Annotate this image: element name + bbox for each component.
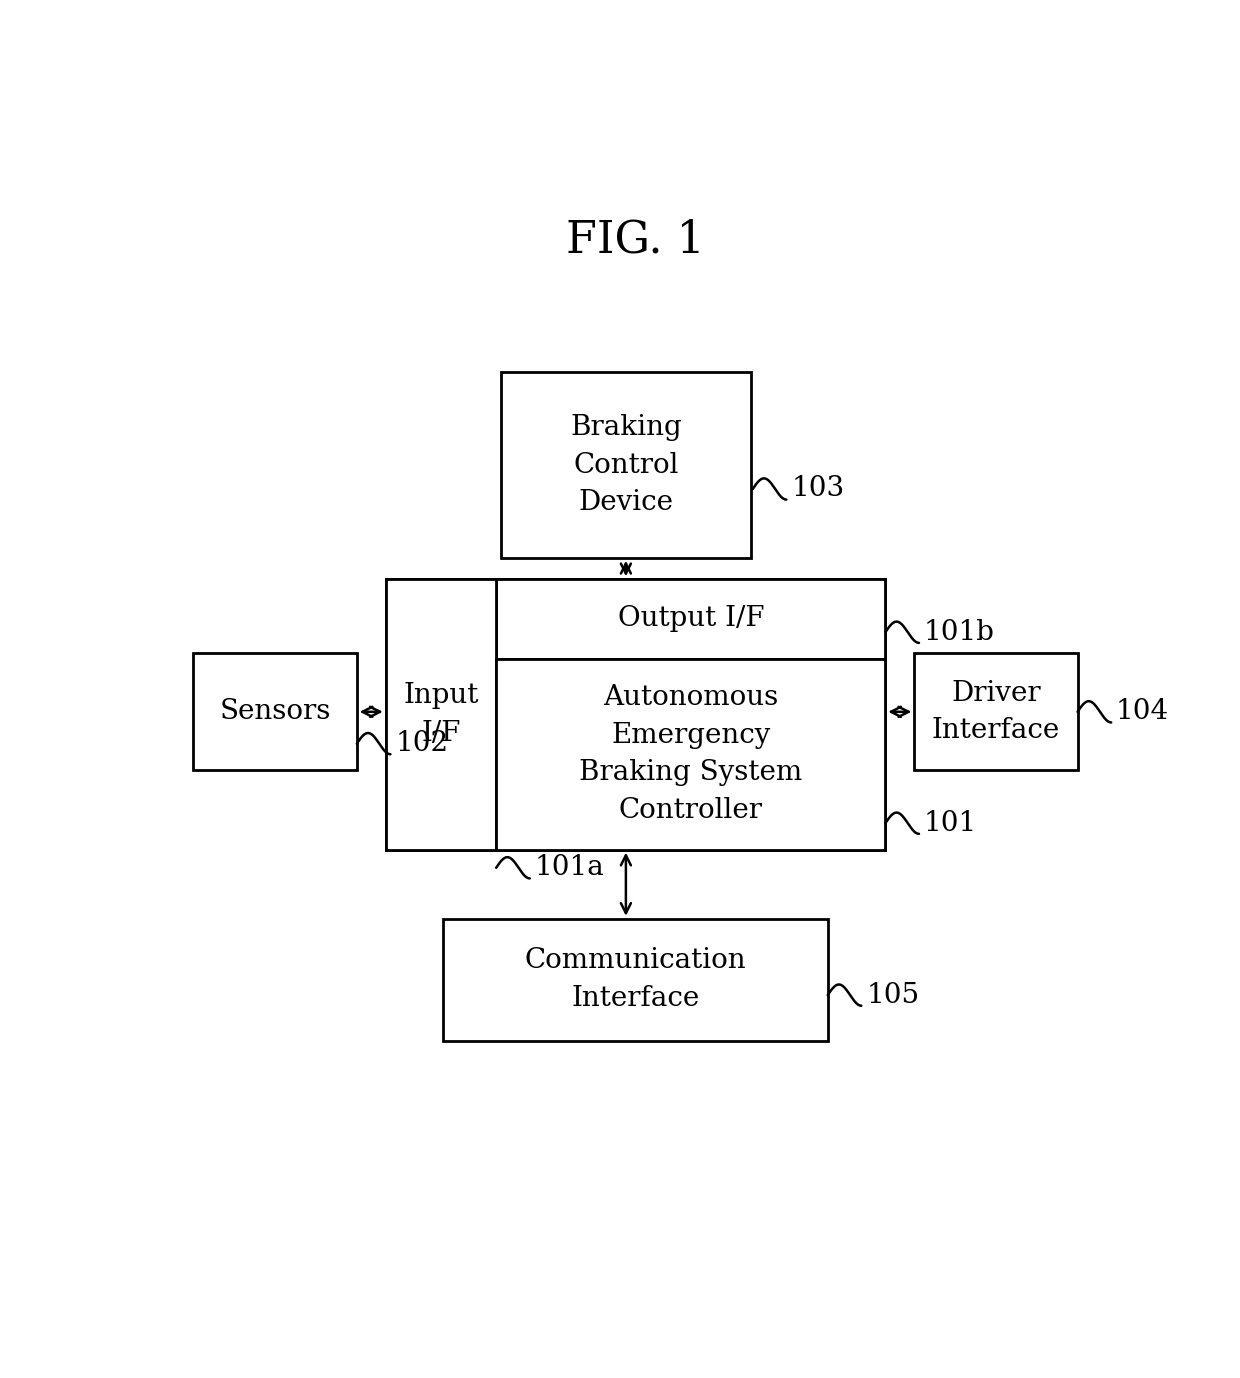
Text: 105: 105 — [866, 981, 919, 1009]
Bar — [386, 579, 885, 850]
Bar — [386, 579, 496, 850]
Text: Driver
Interface: Driver Interface — [931, 679, 1060, 744]
Bar — [496, 659, 885, 850]
Text: 103: 103 — [791, 475, 844, 503]
Text: 104: 104 — [1116, 699, 1169, 725]
Text: Autonomous
Emergency
Braking System
Controller: Autonomous Emergency Braking System Cont… — [579, 685, 802, 824]
Text: Braking
Control
Device: Braking Control Device — [570, 415, 682, 517]
Text: Input
I/F: Input I/F — [403, 682, 479, 747]
Text: 102: 102 — [396, 730, 449, 757]
Bar — [501, 372, 750, 558]
Text: 101b: 101b — [924, 619, 994, 646]
Text: Sensors: Sensors — [219, 699, 331, 725]
Bar — [914, 653, 1078, 770]
Bar — [496, 579, 885, 659]
Text: 101: 101 — [924, 810, 977, 836]
Bar — [193, 653, 357, 770]
Text: Output I/F: Output I/F — [618, 605, 764, 633]
Text: FIG. 1: FIG. 1 — [567, 218, 704, 262]
Bar — [444, 919, 828, 1040]
Text: 101a: 101a — [534, 854, 604, 882]
Text: Communication
Interface: Communication Interface — [525, 948, 746, 1011]
